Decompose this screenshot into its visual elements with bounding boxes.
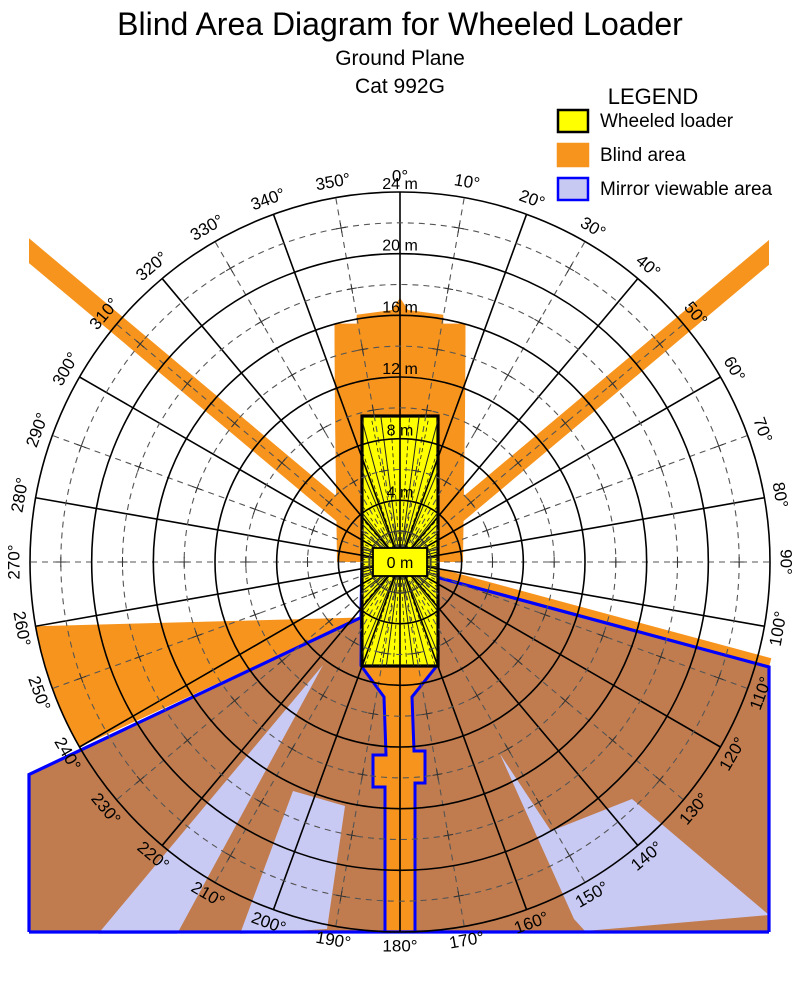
svg-text:12 m: 12 m xyxy=(382,361,418,378)
svg-text:180°: 180° xyxy=(382,936,417,955)
svg-text:24 m: 24 m xyxy=(382,176,418,193)
svg-text:16 m: 16 m xyxy=(382,299,418,316)
svg-text:0 m: 0 m xyxy=(387,555,414,572)
svg-text:4 m: 4 m xyxy=(387,484,414,501)
svg-text:Ground Plane: Ground Plane xyxy=(335,47,465,70)
svg-text:LEGEND: LEGEND xyxy=(608,84,698,109)
svg-text:Blind area: Blind area xyxy=(600,145,686,166)
svg-text:Wheeled loader: Wheeled loader xyxy=(600,111,734,132)
svg-text:20 m: 20 m xyxy=(382,238,418,255)
svg-text:270°: 270° xyxy=(4,544,23,579)
svg-text:Blind Area Diagram for Wheeled: Blind Area Diagram for Wheeled Loader xyxy=(117,6,683,42)
svg-text:90°: 90° xyxy=(777,549,796,575)
svg-text:Mirror viewable area: Mirror viewable area xyxy=(600,179,773,200)
svg-text:8 m: 8 m xyxy=(387,423,414,440)
svg-text:Cat 992G: Cat 992G xyxy=(355,75,445,98)
